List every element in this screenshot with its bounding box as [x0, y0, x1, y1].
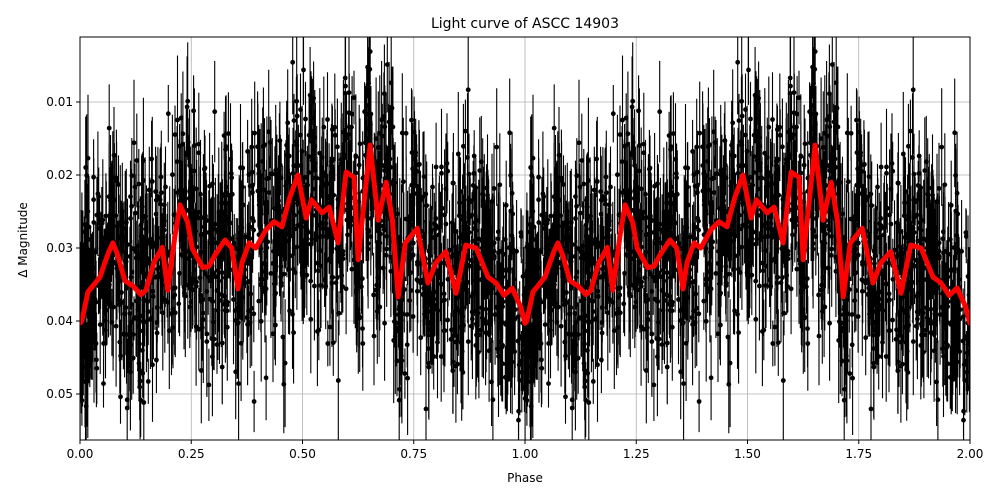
y-tick-label: 0.01 — [46, 95, 73, 109]
chart-title: Light curve of ASCC 14903 — [431, 16, 619, 32]
smoothed-model-curve — [80, 142, 970, 326]
x-tick-label: 1.25 — [623, 447, 650, 461]
x-tick-label: 2.00 — [957, 447, 984, 461]
x-tick-label: 1.75 — [845, 447, 872, 461]
y-axis-ticks: 0.01 0.02 0.03 0.04 0.05 — [46, 95, 80, 401]
y-tick-label: 0.02 — [46, 168, 73, 182]
x-axis-ticks: 0.00 0.25 0.50 0.75 1.00 1.25 1.50 1.75 2.00 — [67, 440, 984, 461]
x-tick-label: 0.50 — [289, 447, 316, 461]
y-tick-label: 0.04 — [46, 314, 73, 328]
model-line — [80, 142, 970, 326]
data-points — [80, 49, 970, 423]
y-tick-label: 0.05 — [46, 387, 73, 401]
x-tick-label: 1.00 — [512, 447, 539, 461]
x-tick-label: 1.50 — [734, 447, 761, 461]
y-tick-label: 0.03 — [46, 241, 73, 255]
x-tick-label: 0.75 — [400, 447, 427, 461]
x-axis-label: Phase — [507, 471, 543, 485]
x-tick-label: 0.00 — [67, 447, 94, 461]
observation-points — [80, 37, 970, 440]
x-tick-label: 0.25 — [178, 447, 205, 461]
y-axis-label: Δ Magnitude — [16, 202, 30, 278]
